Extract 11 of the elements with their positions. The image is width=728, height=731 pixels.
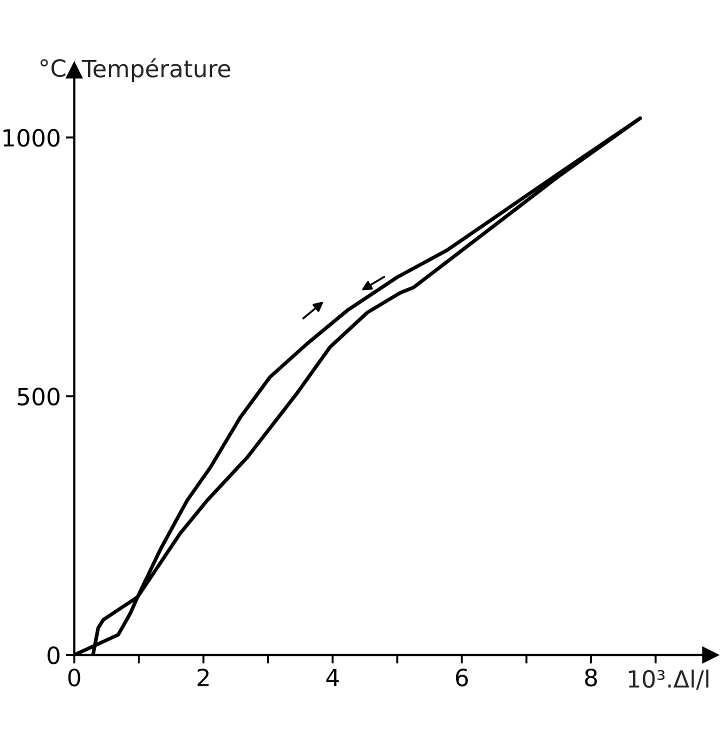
x-axis-title: 10³.Δl/l	[628, 670, 708, 690]
y-tick-label: 1000	[4, 128, 60, 147]
x-tick-label: 2	[198, 668, 209, 686]
x-tick-label: 0	[68, 668, 80, 686]
y-tick-label: 500	[18, 388, 60, 406]
chart-title: Température	[82, 58, 230, 82]
x-tick-label: 8	[585, 668, 597, 686]
y-tick-label: 0	[48, 646, 60, 664]
x-tick-label: 6	[456, 668, 468, 686]
y-axis-title: °C	[40, 59, 66, 78]
x-tick-label: 4	[326, 668, 339, 686]
